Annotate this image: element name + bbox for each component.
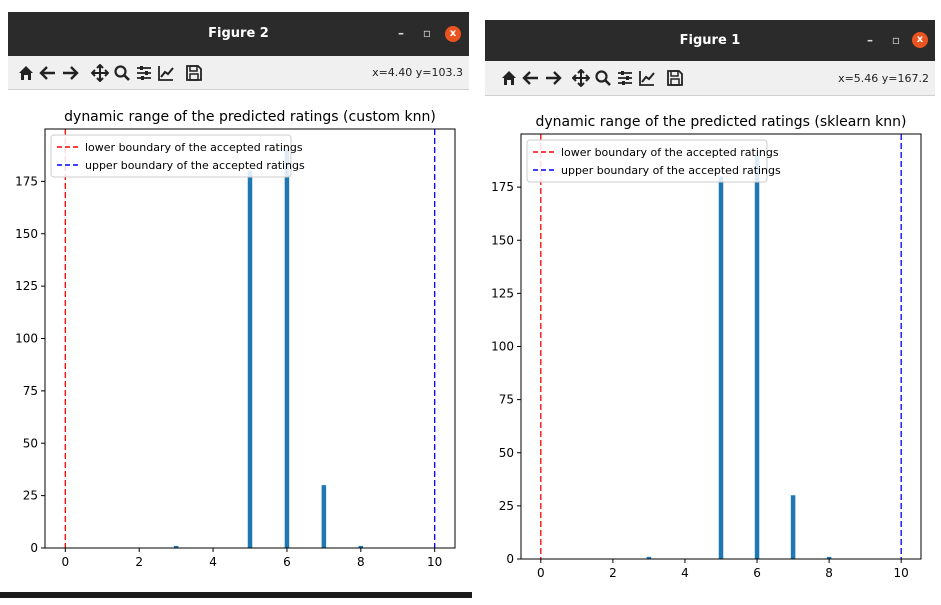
x-tick-label: 6 xyxy=(753,566,761,580)
legend-box xyxy=(526,139,768,183)
plot-canvas[interactable]: dynamic range of the predicted ratings (… xyxy=(485,95,935,600)
pan-icon[interactable] xyxy=(571,68,591,88)
y-tick-label: 0 xyxy=(30,541,38,555)
x-tick-label: 2 xyxy=(609,566,617,580)
x-tick-label: 2 xyxy=(135,555,143,569)
chart-title: dynamic range of the predicted ratings (… xyxy=(64,109,436,125)
zoom-icon[interactable] xyxy=(112,63,132,83)
x-tick-label: 0 xyxy=(61,555,69,569)
close-button[interactable]: x xyxy=(912,32,928,48)
bar xyxy=(358,545,364,548)
bar xyxy=(284,149,290,548)
bar xyxy=(247,170,253,548)
minimize-button[interactable]: – xyxy=(867,33,873,47)
close-button[interactable]: x xyxy=(445,26,461,42)
home-icon[interactable] xyxy=(16,63,36,83)
minimize-button[interactable]: – xyxy=(398,26,404,40)
y-tick-label: 150 xyxy=(15,227,38,241)
title-bar[interactable]: Figure 2 – ▫ x xyxy=(8,12,469,56)
forward-arrow-icon[interactable] xyxy=(543,68,563,88)
cursor-coordinates: x=4.40 y=103.3 xyxy=(372,66,463,79)
y-tick-label: 75 xyxy=(23,384,38,398)
plot-canvas[interactable]: dynamic range of the predicted ratings (… xyxy=(8,89,469,592)
y-tick-label: 100 xyxy=(491,340,514,354)
pan-icon[interactable] xyxy=(90,63,110,83)
x-tick-label: 0 xyxy=(537,566,545,580)
bar xyxy=(173,545,179,548)
y-tick-label: 50 xyxy=(499,446,514,460)
window-title: Figure 2 xyxy=(208,26,269,41)
x-tick-label: 4 xyxy=(209,555,217,569)
configure-subplots-icon[interactable] xyxy=(134,63,154,83)
x-tick-label: 6 xyxy=(283,555,291,569)
window-title: Figure 1 xyxy=(679,33,741,48)
legend-box xyxy=(50,134,292,178)
y-tick-label: 150 xyxy=(491,233,514,247)
edit-axes-icon[interactable] xyxy=(156,63,176,83)
save-icon[interactable] xyxy=(665,68,685,88)
figure-window-1: Figure 1 – ▫ x x=5.46 y=167.2 dynamic ra… xyxy=(485,20,935,600)
save-icon[interactable] xyxy=(184,63,204,83)
back-arrow-icon[interactable] xyxy=(38,63,58,83)
legend-label: upper boundary of the accepted ratings xyxy=(85,159,305,172)
x-tick-label: 10 xyxy=(894,566,909,580)
back-arrow-icon[interactable] xyxy=(521,68,541,88)
legend-label: lower boundary of the accepted ratings xyxy=(85,141,303,154)
toolbar: x=4.40 y=103.3 xyxy=(8,56,469,90)
y-tick-label: 175 xyxy=(15,174,38,188)
toolbar: x=5.46 y=167.2 xyxy=(485,61,935,96)
zoom-icon[interactable] xyxy=(593,68,613,88)
y-tick-label: 75 xyxy=(499,393,514,407)
x-tick-label: 4 xyxy=(681,566,689,580)
y-tick-label: 25 xyxy=(499,499,514,513)
title-bar[interactable]: Figure 1 – ▫ x xyxy=(485,20,935,61)
bar xyxy=(321,485,327,548)
y-tick-label: 25 xyxy=(23,489,38,503)
bar xyxy=(718,176,724,559)
bar xyxy=(826,556,832,559)
y-tick-label: 50 xyxy=(23,436,38,450)
y-tick-label: 175 xyxy=(491,180,514,194)
y-tick-label: 100 xyxy=(15,332,38,346)
bar xyxy=(646,556,652,559)
y-tick-label: 125 xyxy=(491,286,514,300)
maximize-button[interactable]: ▫ xyxy=(891,33,901,47)
x-tick-label: 8 xyxy=(357,555,365,569)
configure-subplots-icon[interactable] xyxy=(615,68,635,88)
bar xyxy=(790,495,796,559)
chart-title: dynamic range of the predicted ratings (… xyxy=(536,114,907,130)
edit-axes-icon[interactable] xyxy=(637,68,657,88)
legend-label: upper boundary of the accepted ratings xyxy=(561,164,781,177)
legend-label: lower boundary of the accepted ratings xyxy=(561,146,779,159)
bar xyxy=(754,155,760,559)
home-icon[interactable] xyxy=(499,68,519,88)
forward-arrow-icon[interactable] xyxy=(60,63,80,83)
figure-window-2: Figure 2 – ▫ x x=4.40 y=103.3 dynamic ra… xyxy=(8,12,469,592)
x-tick-label: 10 xyxy=(427,555,442,569)
cursor-coordinates: x=5.46 y=167.2 xyxy=(838,72,929,85)
y-tick-label: 0 xyxy=(506,552,514,566)
x-tick-label: 8 xyxy=(825,566,833,580)
window-bottom-edge xyxy=(0,592,472,598)
maximize-button[interactable]: ▫ xyxy=(422,26,432,40)
y-tick-label: 125 xyxy=(15,279,38,293)
